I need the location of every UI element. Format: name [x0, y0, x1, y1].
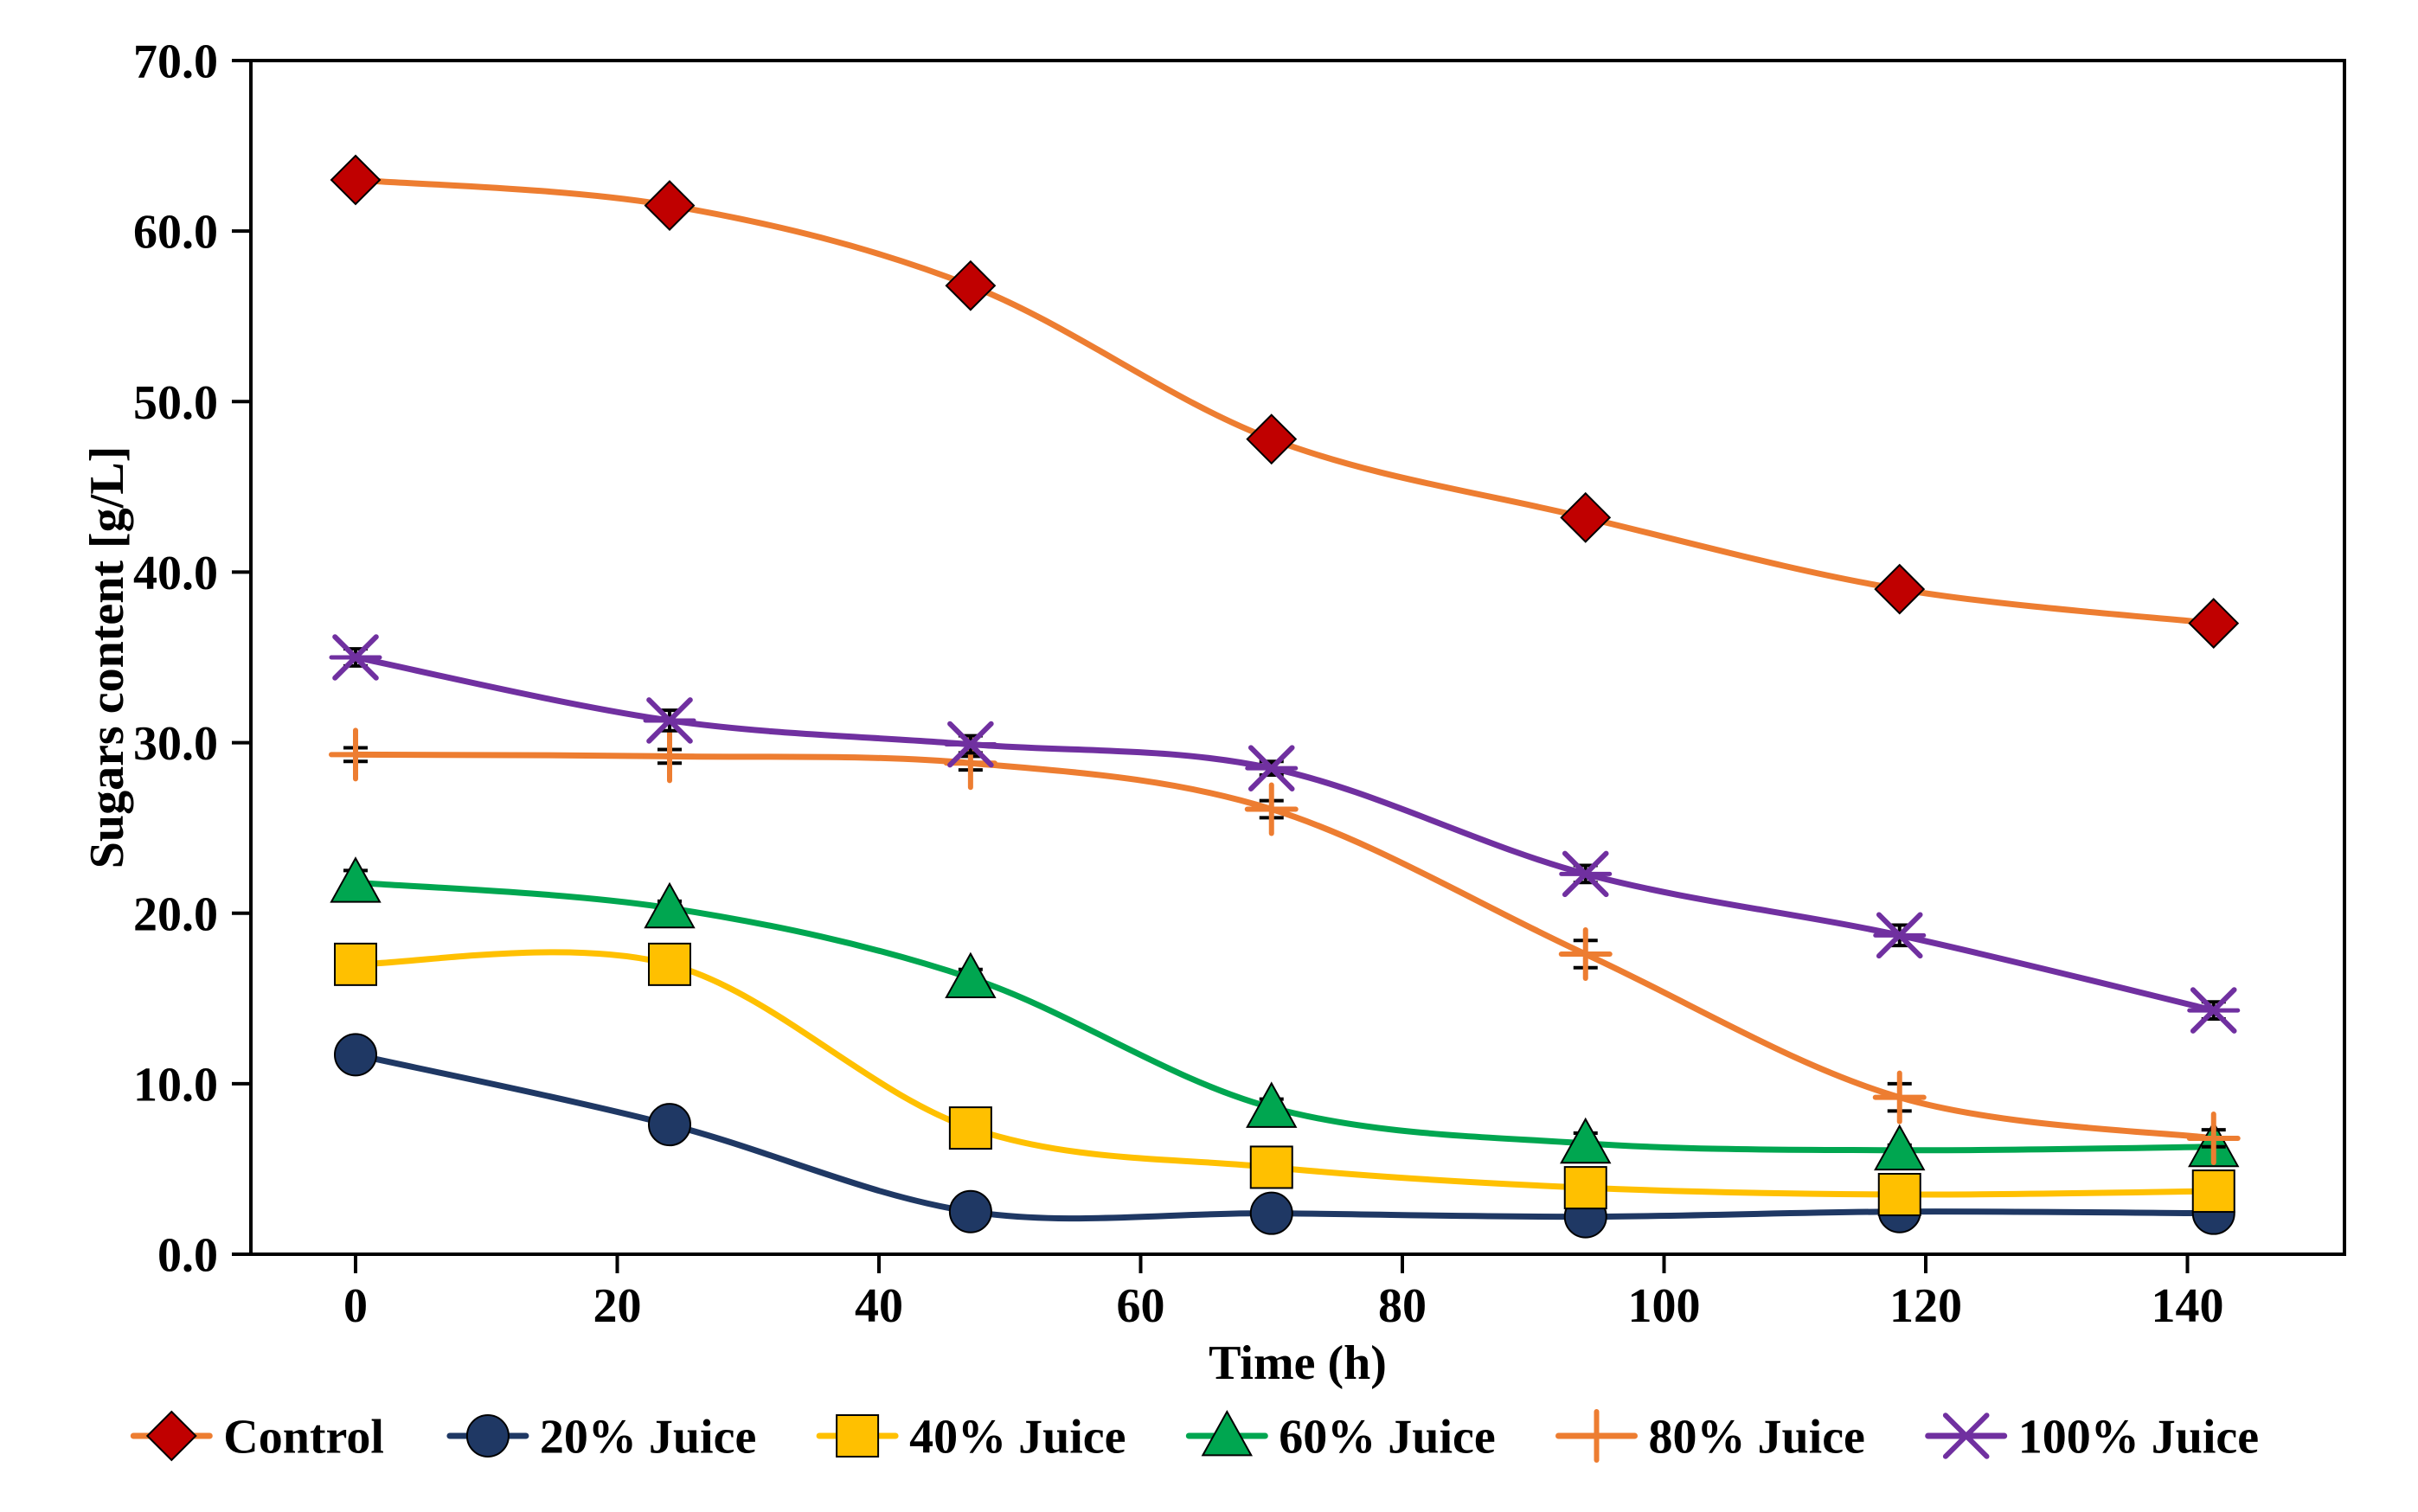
x-tick-label: 20 [593, 1279, 642, 1333]
y-tick-label: 0.0 [157, 1229, 218, 1283]
y-tick-label: 10.0 [133, 1058, 218, 1112]
y-tick-label: 30.0 [133, 717, 218, 771]
y-axis-label: Sugars content [g/L] [80, 446, 134, 868]
legend-label: 80% Juice [1649, 1411, 1865, 1464]
y-tick-label: 20.0 [133, 887, 218, 941]
x-tick-label: 140 [2152, 1279, 2224, 1333]
legend-label: Control [223, 1411, 384, 1464]
x-tick-label: 100 [1628, 1279, 1701, 1333]
legend-label: 60% Juice [1279, 1411, 1495, 1464]
y-tick-label: 70.0 [133, 35, 218, 89]
legend-label: 100% Juice [2018, 1411, 2259, 1464]
y-tick-label: 40.0 [133, 547, 218, 600]
x-tick-label: 80 [1378, 1279, 1427, 1333]
legend-label: 40% Juice [909, 1411, 1126, 1464]
chart-container: 0 20 40 60 80 100 120 140 0.0 10.0 20.0 30.0 40.0 50.… [0, 0, 2418, 1512]
sugars-line-chart: 0 20 40 60 80 100 120 140 0.0 10.0 20.0 30.0 40.0 50.… [0, 0, 2418, 1512]
y-tick-label: 60.0 [133, 206, 218, 259]
legend-label: 20% Juice [540, 1411, 756, 1464]
x-tick-label: 40 [855, 1279, 903, 1333]
y-tick-label: 50.0 [133, 376, 218, 430]
x-tick-label: 120 [1889, 1279, 1962, 1333]
x-tick-label: 0 [343, 1279, 368, 1333]
x-axis-label: Time (h) [1209, 1336, 1387, 1390]
x-tick-label: 60 [1117, 1279, 1165, 1333]
